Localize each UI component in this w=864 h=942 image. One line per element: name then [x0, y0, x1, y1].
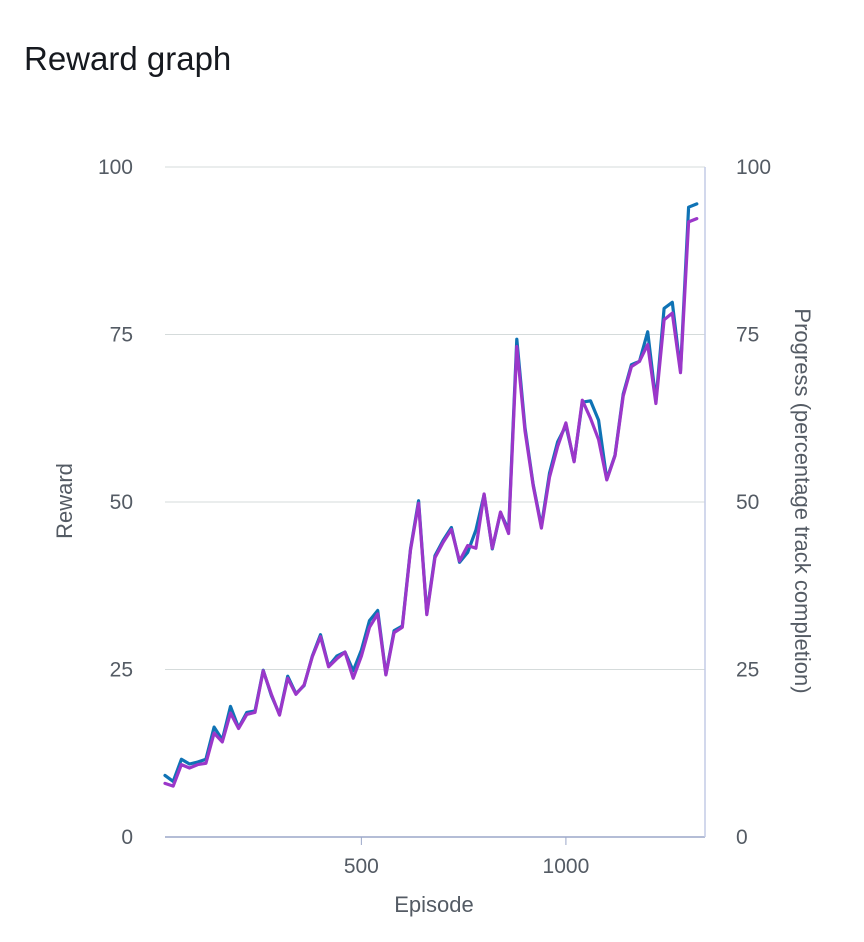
gridlines: [165, 166, 705, 670]
y2-tick-label: 75: [736, 324, 759, 347]
y2-axis-label: Progress (percentage track completion): [790, 308, 815, 693]
y2-tick-label: 0: [736, 826, 748, 849]
chart-title: Reward graph: [24, 40, 232, 77]
y-tick-label: 100: [98, 156, 133, 179]
y-axis-label: Reward: [52, 463, 77, 539]
y-tick-label: 50: [110, 491, 133, 514]
series-line-1: [163, 202, 699, 783]
y-tick-label: 25: [110, 659, 133, 682]
x-tick-label: 500: [344, 855, 379, 878]
axes: [165, 167, 706, 838]
x-tick-label: 1000: [543, 855, 590, 878]
y2-tick-label: 25: [736, 659, 759, 682]
x-ticks: 500 1000: [344, 837, 589, 878]
y-ticks: 0 25 50 75 100: [98, 156, 133, 849]
series-line-2: [163, 217, 699, 788]
y-tick-label: 75: [110, 324, 133, 347]
y2-tick-label: 50: [736, 491, 759, 514]
y-tick-label: 0: [121, 826, 133, 849]
x-axis-label: Episode: [394, 892, 474, 917]
y2-tick-label: 100: [736, 156, 771, 179]
series-lines: [163, 202, 699, 788]
y2-ticks: 0 25 50 75 100: [736, 156, 771, 849]
